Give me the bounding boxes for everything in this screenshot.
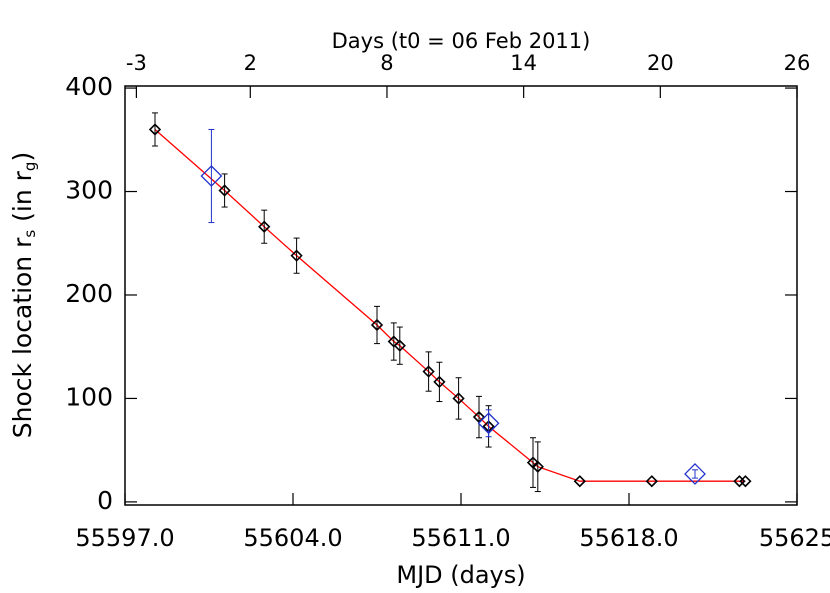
- x-tick-label: 55604.0: [243, 524, 342, 552]
- y-label-sub: s: [21, 230, 39, 238]
- x2-tick-label: 8: [380, 51, 393, 75]
- data-point: [370, 318, 384, 332]
- x-tick-label: 55611.0: [411, 524, 510, 552]
- data-point: [393, 339, 406, 352]
- y-tick-label: 0: [97, 486, 113, 515]
- data-point: [684, 463, 706, 485]
- x2-tick-label: 14: [510, 51, 537, 75]
- x-tick-label: 55597.0: [75, 524, 174, 552]
- data-point: [531, 460, 544, 473]
- x2-axis-label: Days (t0 = 06 Feb 2011): [332, 29, 591, 53]
- data-point: [290, 249, 303, 262]
- x-tick-label: 55625: [759, 524, 830, 552]
- data-point: [739, 475, 752, 488]
- y-tick-label: 400: [65, 72, 113, 101]
- x-tick-label: 55618.0: [579, 524, 678, 552]
- data-point: [477, 412, 500, 435]
- y-tick-label: 100: [65, 382, 113, 411]
- data-point: [433, 375, 446, 389]
- data-point: [387, 335, 400, 348]
- data-point: [422, 365, 435, 378]
- data-point: [258, 220, 271, 233]
- x2-tick-label: 26: [784, 51, 811, 75]
- y-label-sub: g: [21, 162, 39, 172]
- y-label-part: ): [8, 152, 37, 162]
- data-point: [452, 392, 465, 405]
- x2-tick-label: -3: [126, 51, 147, 75]
- y-tick-label: 200: [65, 279, 113, 308]
- x2-tick-label: 20: [647, 51, 674, 75]
- y-label-part: (in r: [8, 170, 37, 229]
- data-point: [148, 123, 162, 136]
- plot-frame: [124, 85, 798, 506]
- y-axis-label: Shock location rs (in rg): [8, 152, 39, 438]
- y-tick-label: 300: [65, 176, 113, 205]
- data-point: [200, 165, 223, 187]
- data-point: [573, 475, 586, 488]
- data-point: [645, 475, 658, 488]
- y-label-part: Shock location r: [8, 237, 37, 438]
- series-line: [154, 128, 746, 482]
- data-point: [218, 184, 231, 197]
- x-axis-label: MJD (days): [396, 561, 525, 589]
- x2-tick-label: 2: [244, 51, 257, 75]
